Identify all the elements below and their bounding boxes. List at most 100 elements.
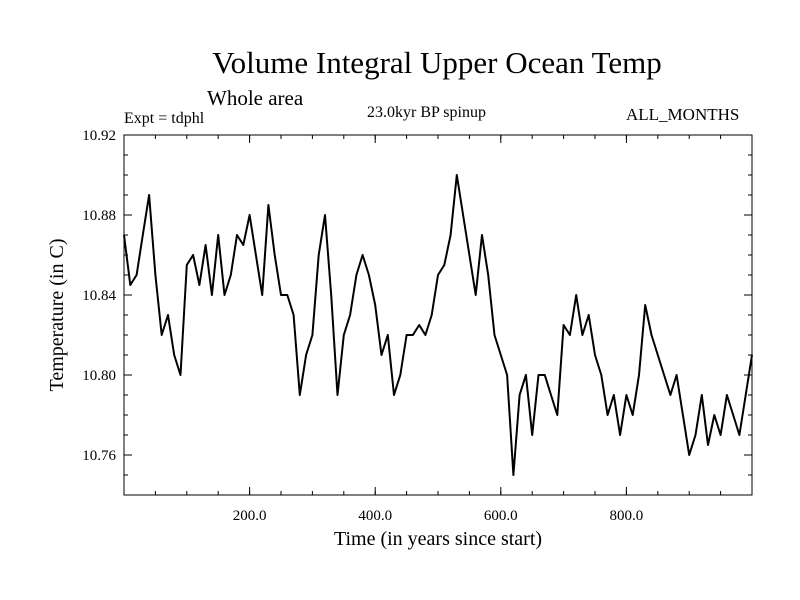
chart-title: Volume Integral Upper Ocean Temp	[212, 45, 662, 80]
data-point	[638, 374, 640, 376]
data-point	[512, 474, 514, 476]
data-point	[456, 174, 458, 176]
axes	[123, 134, 753, 496]
data-point	[732, 414, 734, 416]
data-point	[418, 324, 420, 326]
data-point	[663, 374, 665, 376]
data-point	[443, 264, 445, 266]
data-point	[682, 414, 684, 416]
y-tick-label: 10.76	[82, 448, 116, 464]
data-point	[751, 354, 753, 356]
data-point	[625, 394, 628, 396]
data-point	[217, 234, 219, 236]
data-point	[424, 334, 427, 336]
data-point	[694, 434, 697, 436]
ticks	[124, 134, 752, 496]
data-point	[713, 414, 715, 416]
data-point	[412, 334, 414, 336]
x-tick-label: 600.0	[484, 508, 518, 524]
series	[123, 174, 753, 476]
data-point	[531, 434, 533, 436]
data-point	[613, 394, 615, 396]
data-point	[135, 274, 138, 276]
experiment-label: Expt = tdphl	[124, 110, 205, 127]
data-point	[330, 294, 332, 296]
data-point	[575, 294, 577, 296]
data-point	[588, 314, 590, 316]
data-point	[305, 354, 307, 356]
data-point	[280, 294, 282, 296]
data-point	[738, 434, 741, 436]
data-point	[123, 234, 125, 236]
data-point	[556, 414, 558, 416]
data-point	[506, 374, 508, 376]
data-point	[468, 254, 470, 256]
data-point	[525, 374, 527, 376]
data-point	[581, 334, 584, 336]
data-point	[192, 254, 194, 256]
data-point	[343, 334, 345, 336]
data-point	[211, 294, 213, 296]
data-point	[650, 334, 653, 336]
data-point	[267, 204, 270, 206]
spinup-label: 23.0kyr BP spinup	[367, 104, 486, 121]
data-point	[261, 294, 263, 296]
y-tick-label: 10.88	[82, 208, 116, 224]
data-point	[399, 374, 401, 376]
data-point	[481, 234, 483, 236]
data-point	[500, 354, 502, 356]
data-point	[632, 414, 634, 416]
data-point	[406, 334, 408, 336]
data-point	[198, 284, 200, 286]
data-point	[318, 254, 320, 256]
data-point	[569, 334, 571, 336]
y-tick-label: 10.92	[82, 128, 116, 144]
x-tick-label: 400.0	[358, 508, 392, 524]
data-point	[594, 354, 596, 356]
data-point	[129, 284, 131, 286]
y-axis-label: Temperature (in C)	[46, 239, 68, 392]
data-point	[701, 394, 703, 396]
data-point	[387, 334, 389, 336]
data-point	[437, 274, 439, 276]
temperature-series-line	[123, 174, 753, 476]
data-point	[142, 234, 144, 236]
data-point	[374, 304, 376, 306]
data-point	[745, 394, 747, 396]
data-point	[487, 274, 489, 276]
data-point	[669, 394, 671, 396]
data-point	[393, 394, 395, 396]
data-point	[550, 394, 552, 396]
data-point	[676, 374, 678, 376]
data-point	[249, 214, 251, 216]
x-tick-label: 200.0	[233, 508, 267, 524]
data-point	[154, 274, 156, 276]
data-point	[255, 254, 257, 256]
data-point	[167, 314, 169, 316]
data-point	[324, 214, 326, 216]
months-label: ALL_MONTHS	[626, 105, 740, 124]
data-point	[475, 294, 477, 296]
data-point	[230, 274, 232, 276]
data-point	[563, 324, 565, 326]
data-point	[519, 394, 521, 396]
data-point	[286, 294, 288, 296]
data-point	[336, 394, 339, 396]
data-point	[186, 264, 188, 266]
y-tick-label: 10.80	[82, 368, 116, 384]
data-point	[299, 394, 301, 396]
data-point	[449, 234, 452, 236]
data-point	[606, 414, 609, 416]
data-point	[368, 274, 370, 276]
data-point	[431, 314, 433, 316]
data-point	[688, 454, 690, 456]
data-point	[462, 214, 464, 216]
data-point	[242, 244, 244, 246]
data-point	[644, 304, 646, 306]
data-point	[161, 334, 163, 336]
data-point	[537, 374, 540, 376]
data-point	[657, 354, 659, 356]
x-axis-label: Time (in years since start)	[334, 528, 542, 550]
chart-subtitle: Whole area	[207, 86, 304, 110]
